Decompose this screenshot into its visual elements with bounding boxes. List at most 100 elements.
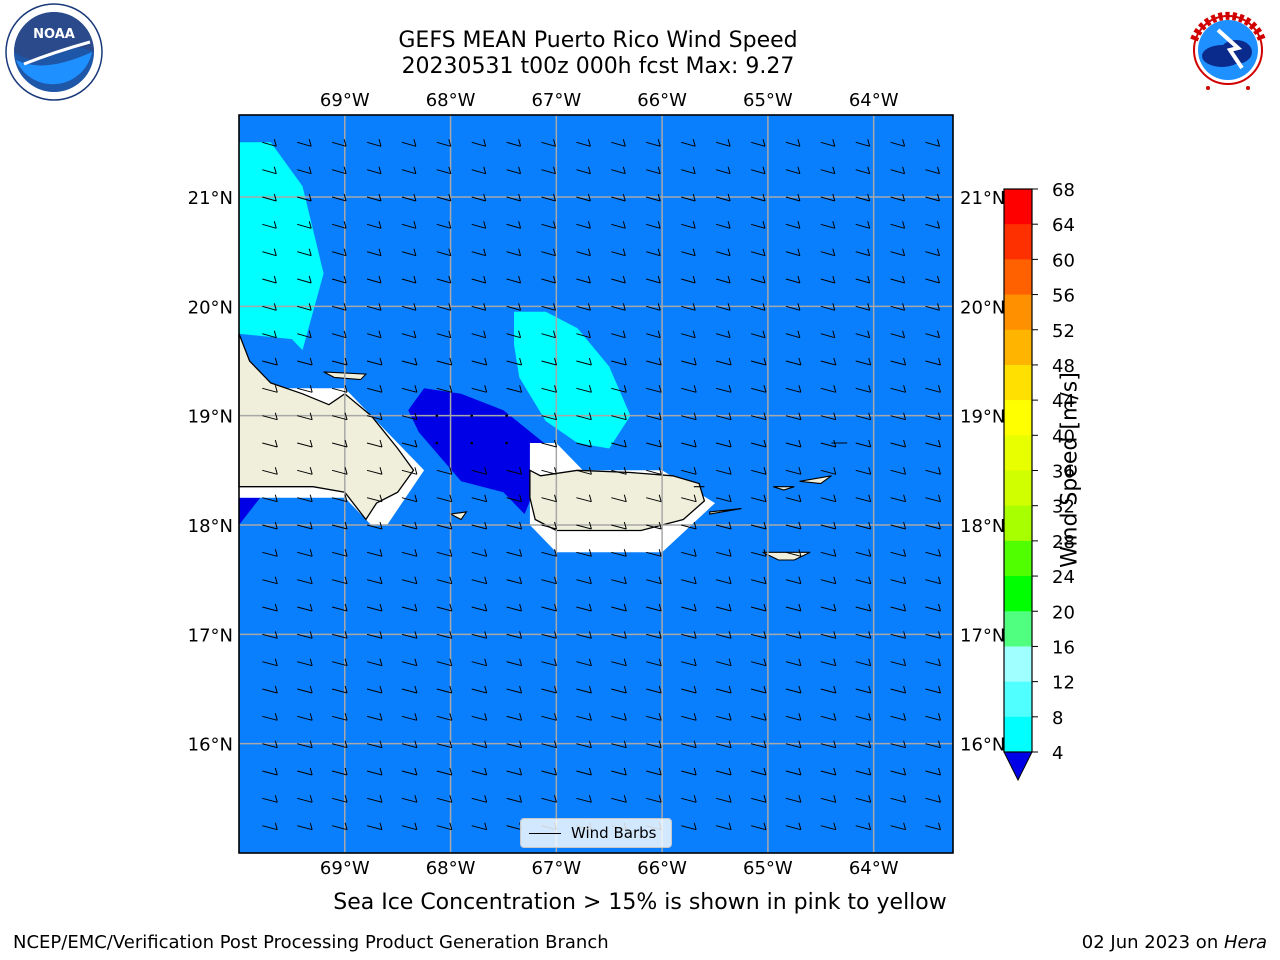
wind-barb (855, 631, 872, 639)
wind-barb (681, 439, 697, 448)
wind-barb (890, 467, 907, 475)
wind-barb (541, 193, 556, 202)
wind-barb (750, 467, 767, 475)
wind-barb (855, 275, 871, 284)
wind-barb (297, 521, 313, 530)
wind-barb (331, 193, 347, 202)
wind-barb (506, 248, 522, 257)
wind-barb (820, 521, 837, 530)
colorbar-segment-68 (1004, 189, 1032, 225)
wind-barb (646, 603, 662, 612)
wind-barb (925, 685, 941, 694)
wind-barb (681, 193, 696, 202)
wind-barb (541, 166, 556, 175)
wind-barb (471, 631, 488, 639)
wind-barb (820, 631, 837, 639)
wind-barb (820, 248, 836, 257)
wind-barb (646, 166, 661, 175)
lon-label-top-1: 68°W (426, 90, 476, 111)
wind-barb (785, 658, 802, 667)
wind-barb (855, 549, 872, 557)
wind-barb (646, 357, 662, 366)
colorbar-segment-64 (1004, 224, 1032, 260)
wind-barb (750, 603, 767, 612)
wind-barb (401, 166, 417, 175)
wind-barb (785, 576, 802, 585)
wind-barb (471, 166, 487, 175)
wind-barb (855, 658, 872, 667)
wind-barb (331, 412, 348, 421)
wind-barb (611, 658, 627, 667)
wind-barb (297, 603, 313, 612)
wind-barb (855, 767, 872, 776)
wind-barb (715, 439, 732, 448)
wind-barb (820, 439, 837, 448)
wind-barb (576, 576, 592, 585)
lat-label-right-2: 19°N (960, 407, 1005, 428)
wind-barb (331, 549, 348, 557)
wind-barb (925, 330, 940, 339)
footer-machine: Hera (1223, 932, 1267, 953)
colorbar-tick-label-20: 20 (1052, 602, 1075, 623)
wind-barb (855, 193, 871, 202)
small-island-2 (773, 486, 795, 491)
wind-barb (401, 439, 418, 448)
wind-barb (262, 467, 278, 475)
wind-barb (576, 439, 592, 448)
wind-barb (715, 193, 731, 202)
wind-barb (401, 521, 418, 530)
colorbar-segment-12 (1004, 681, 1032, 718)
wind-barb (262, 385, 278, 393)
wind-barb (297, 439, 313, 448)
wind-barb (331, 576, 348, 585)
wind-barb (890, 412, 907, 421)
wind-barb (820, 467, 837, 475)
wind-barb (646, 494, 662, 503)
wind-barb (262, 822, 278, 831)
wind-barb (925, 521, 941, 530)
wind-barb (471, 467, 488, 475)
puerto-rico-landmass (529, 469, 706, 532)
wind-barb (471, 549, 488, 557)
wind-barb (855, 166, 871, 175)
wind-barb (681, 822, 697, 831)
wind-barb (366, 248, 382, 257)
colorbar-tick-label-52: 52 (1052, 321, 1075, 342)
wind-barb (820, 658, 837, 667)
wind-barb (715, 658, 732, 667)
wind-barb (890, 166, 906, 175)
wind-barb (715, 467, 732, 475)
wind-barb (925, 166, 940, 175)
wind-barb (506, 521, 523, 530)
wind-barb (785, 685, 802, 694)
wind-barb (576, 658, 592, 667)
wind-barb (681, 767, 697, 776)
wind-barb (855, 685, 872, 694)
wind-barb (541, 494, 557, 503)
wind-barb (576, 303, 591, 311)
wind-barb (366, 275, 382, 284)
wind-barb (262, 248, 277, 257)
wind-barb (715, 740, 732, 749)
wind-barb (436, 521, 453, 530)
colorbar-segment-36 (1004, 470, 1032, 507)
wind-barb (366, 603, 383, 612)
wind-barb (785, 494, 802, 503)
wind-barb (506, 467, 523, 475)
wind-barb (681, 303, 696, 311)
wind-barb (576, 467, 592, 475)
wind-barb (331, 357, 348, 366)
colorbar-segment-56 (1004, 294, 1032, 331)
wind-barb (785, 521, 802, 530)
wind-barb (785, 139, 801, 147)
wind-barb (681, 549, 697, 557)
wind-barb (541, 685, 557, 694)
wind-barb (715, 166, 731, 175)
wind-barb (436, 330, 452, 339)
lon-label-bottom-5: 64°W (849, 858, 899, 879)
wind-barb (366, 385, 383, 393)
wind-barb (541, 139, 556, 147)
wind-barb (297, 740, 313, 749)
wind-barb (471, 330, 487, 339)
footer-date: 02 Jun 2023 on Hera (1082, 932, 1267, 953)
